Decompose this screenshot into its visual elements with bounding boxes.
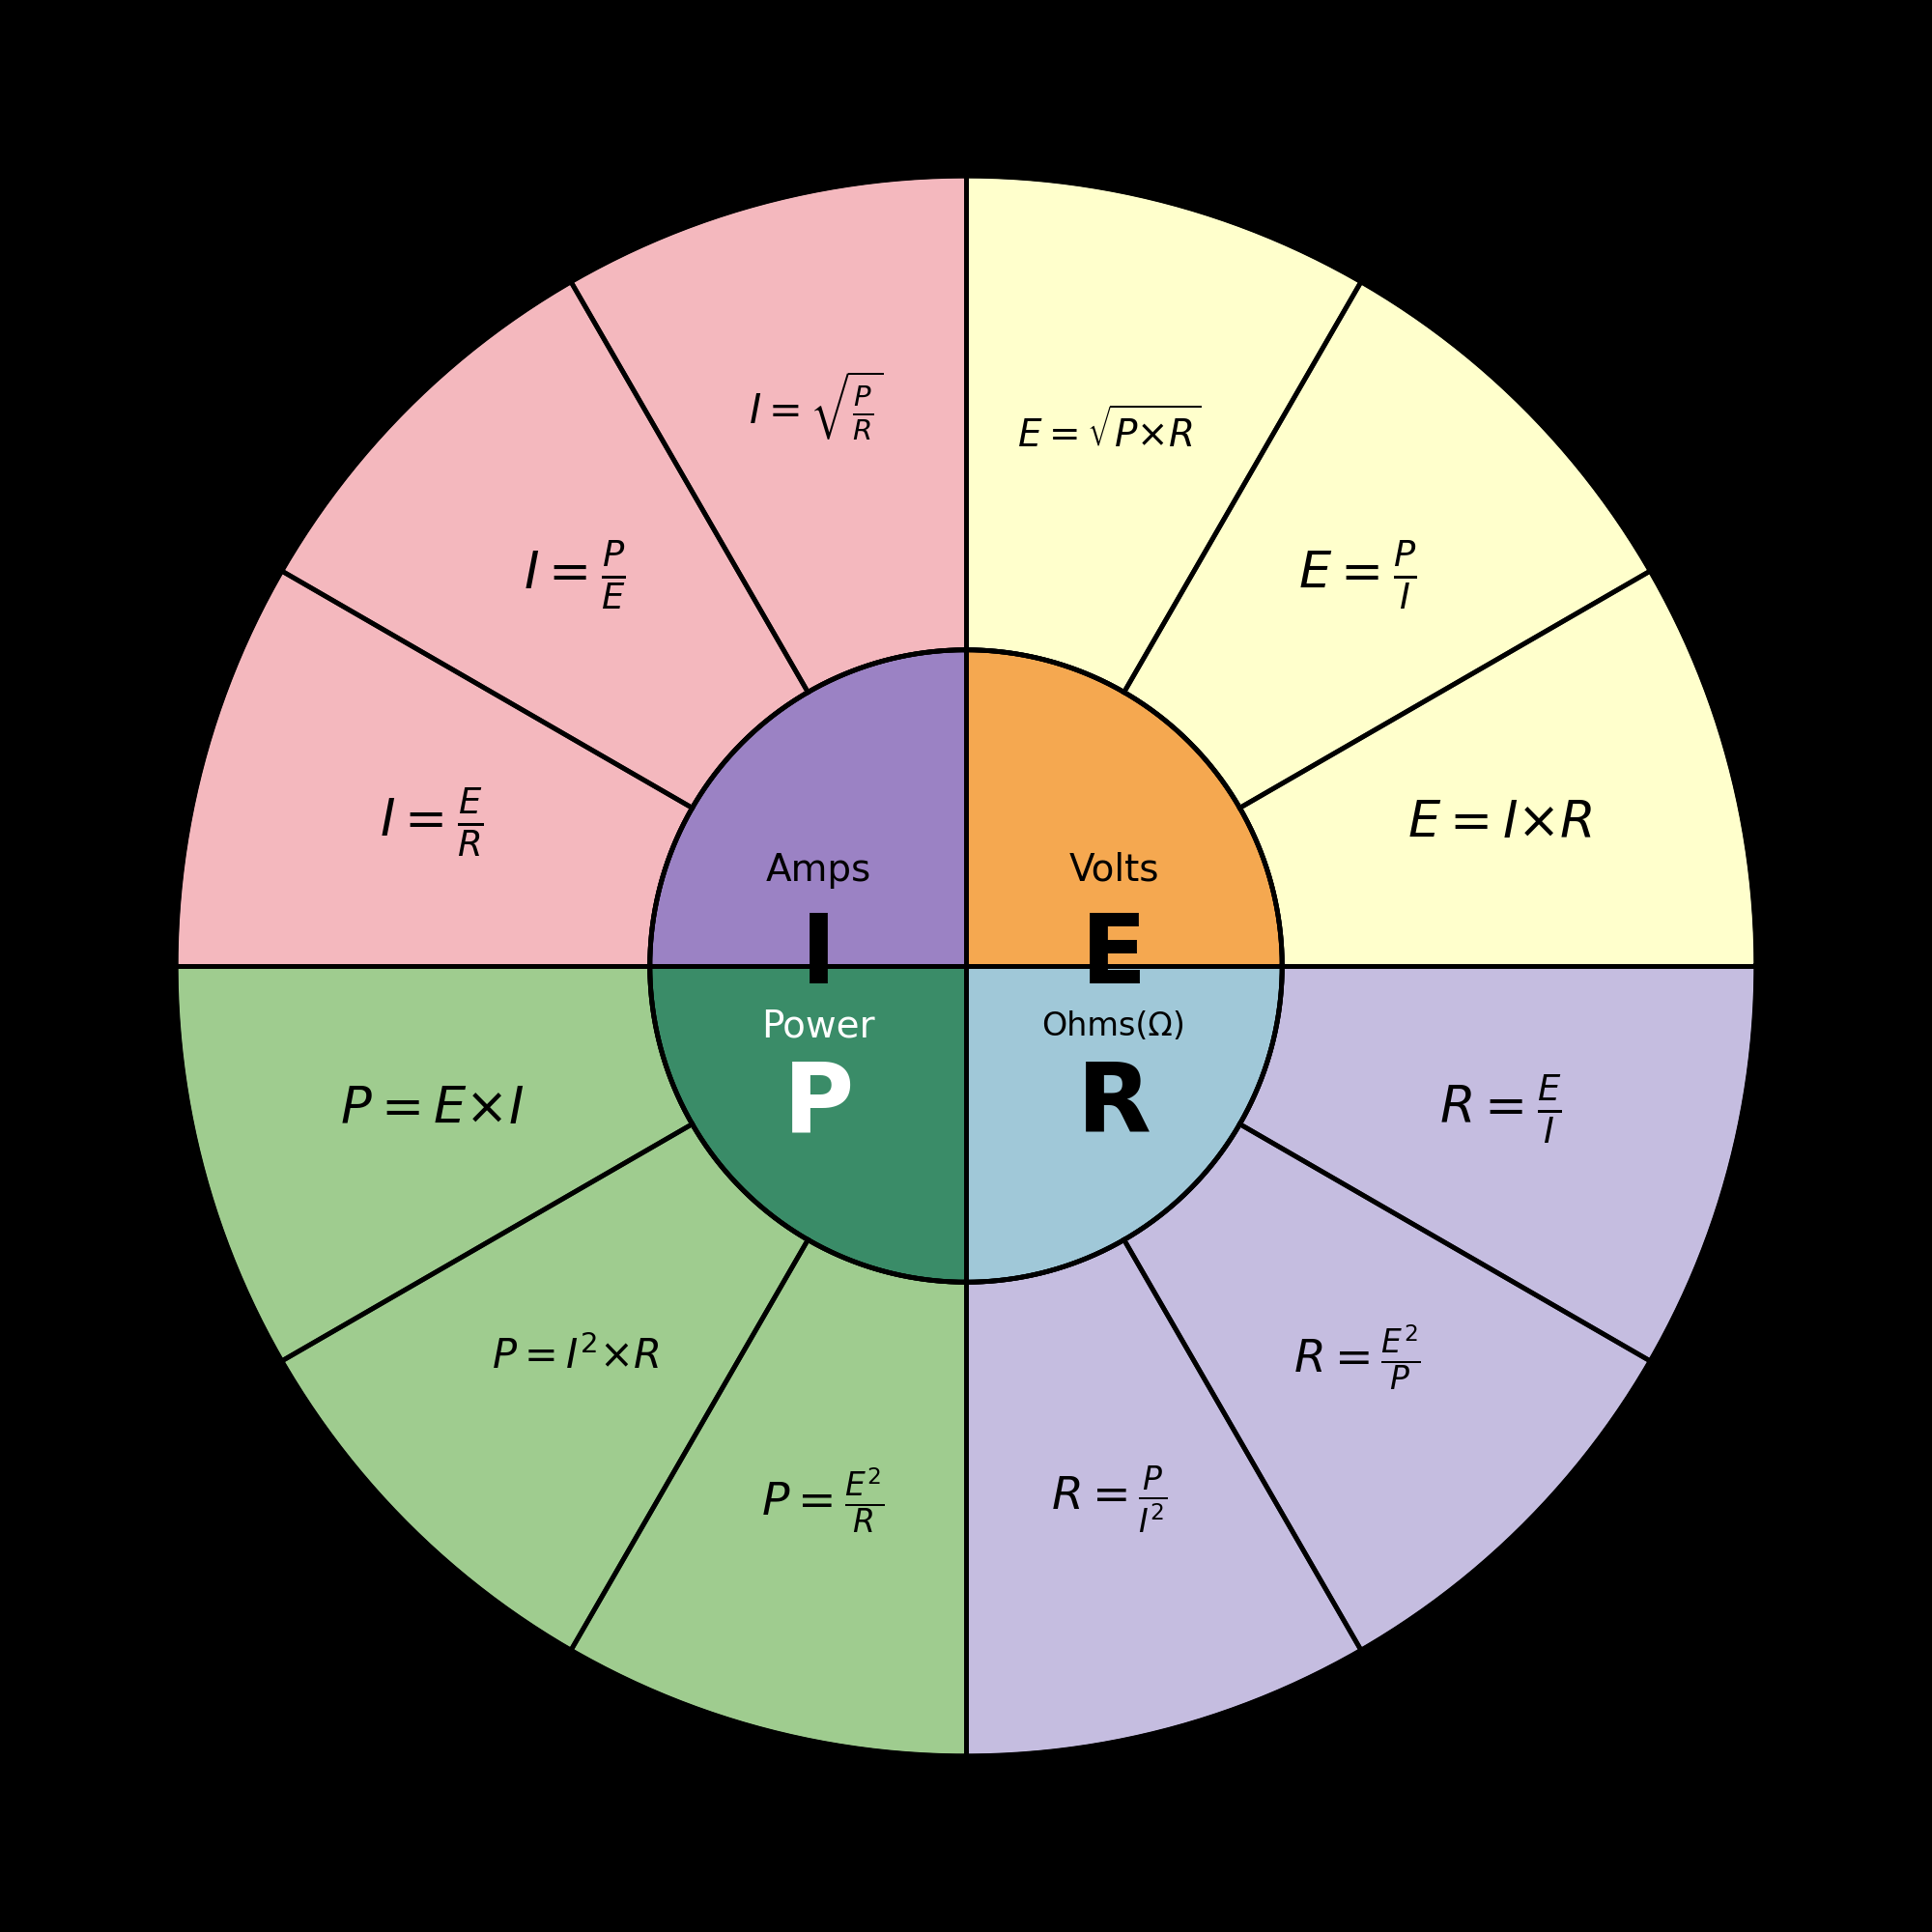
Text: Amps: Amps <box>765 852 871 889</box>
Polygon shape <box>1240 570 1756 966</box>
Text: $I=\frac{E}{R}$: $I=\frac{E}{R}$ <box>379 786 483 860</box>
Polygon shape <box>1124 282 1650 808</box>
Polygon shape <box>966 176 1362 692</box>
Text: $P=I^2{\times}R$: $P=I^2{\times}R$ <box>491 1337 659 1378</box>
Polygon shape <box>570 176 966 692</box>
Text: $R=\frac{E^2}{P}$: $R=\frac{E^2}{P}$ <box>1294 1323 1420 1391</box>
Text: $R=\frac{E}{I}$: $R=\frac{E}{I}$ <box>1439 1072 1561 1146</box>
Text: $E=I{\times}R$: $E=I{\times}R$ <box>1408 798 1592 848</box>
Polygon shape <box>966 1240 1362 1756</box>
Polygon shape <box>282 1124 808 1650</box>
Text: Volts: Volts <box>1068 852 1159 889</box>
Text: $I=\sqrt{\frac{P}{R}}$: $I=\sqrt{\frac{P}{R}}$ <box>748 369 883 442</box>
Text: P: P <box>782 1059 854 1151</box>
Text: Ohms(Ω): Ohms(Ω) <box>1041 1010 1186 1043</box>
Text: $E=\sqrt{P{\times}R}$: $E=\sqrt{P{\times}R}$ <box>1018 408 1202 456</box>
Polygon shape <box>176 966 692 1362</box>
Polygon shape <box>649 649 966 966</box>
Polygon shape <box>1124 1124 1650 1650</box>
Text: Power: Power <box>761 1009 875 1045</box>
Polygon shape <box>570 1240 966 1756</box>
Text: R: R <box>1076 1059 1151 1151</box>
Text: $P=\frac{E^2}{R}$: $P=\frac{E^2}{R}$ <box>761 1466 885 1536</box>
Polygon shape <box>1240 966 1756 1362</box>
Polygon shape <box>966 649 1283 966</box>
Polygon shape <box>966 966 1283 1283</box>
Text: $E=\frac{P}{I}$: $E=\frac{P}{I}$ <box>1298 539 1416 611</box>
Text: I: I <box>800 910 837 1005</box>
Polygon shape <box>282 282 808 808</box>
Text: $I=\frac{P}{E}$: $I=\frac{P}{E}$ <box>524 539 626 611</box>
Polygon shape <box>649 966 966 1283</box>
Text: $R=\frac{P}{I^2}$: $R=\frac{P}{I^2}$ <box>1051 1464 1167 1536</box>
Polygon shape <box>176 570 692 966</box>
Text: $P=E{\times}I$: $P=E{\times}I$ <box>340 1084 524 1134</box>
Text: E: E <box>1080 910 1148 1005</box>
